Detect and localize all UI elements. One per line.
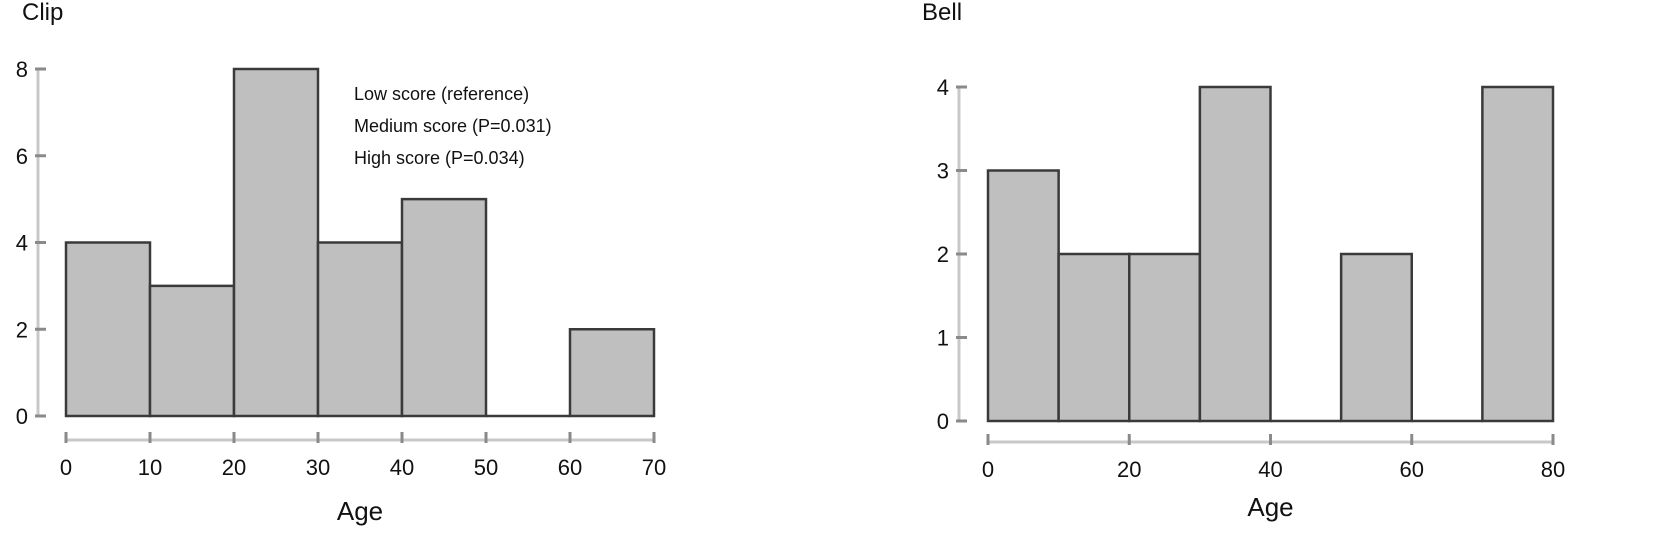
chart-title: Clip <box>22 0 63 26</box>
x-tick-label: 40 <box>390 455 414 480</box>
histogram-bar <box>568 328 656 418</box>
histogram-bar <box>232 67 320 418</box>
histogram-bar <box>986 169 1060 423</box>
y-tick-label: 4 <box>937 75 949 100</box>
x-tick-label: 0 <box>60 455 72 480</box>
clip-histogram-panel: Clip 0 2 4 6 8 0 10 20 30 40 50 60 70 Age Low score (re… <box>16 0 666 526</box>
histogram-bar <box>1339 252 1413 423</box>
histogram-bar <box>1198 85 1272 423</box>
x-tick-label: 40 <box>1258 457 1282 482</box>
histogram-bar <box>148 284 236 418</box>
x-tick-label: 70 <box>642 455 666 480</box>
x-tick-label: 50 <box>474 455 498 480</box>
y-tick-label: 0 <box>937 409 949 434</box>
x-axis-title: Age <box>1247 492 1293 522</box>
y-tick-label: 2 <box>937 242 949 267</box>
y-tick-label: 3 <box>937 159 949 184</box>
histogram-bar <box>316 241 404 418</box>
y-tick-label: 4 <box>16 231 28 256</box>
chart-title: Bell <box>922 0 962 26</box>
x-tick-label: 60 <box>558 455 582 480</box>
y-tick-label: 0 <box>16 404 28 429</box>
y-tick-label: 8 <box>16 57 28 82</box>
y-tick-label: 6 <box>16 144 28 169</box>
y-tick-label: 1 <box>937 326 949 351</box>
annotation-text: Medium score (P=0.031) <box>354 116 552 136</box>
histogram-bar <box>1481 85 1555 423</box>
y-tick-label: 2 <box>16 317 28 342</box>
x-tick-label: 20 <box>1117 457 1141 482</box>
x-axis-title: Age <box>337 496 383 526</box>
x-tick-label: 20 <box>222 455 246 480</box>
x-tick-label: 80 <box>1541 457 1565 482</box>
x-tick-label: 0 <box>982 457 994 482</box>
annotation-text: High score (P=0.034) <box>354 148 525 168</box>
histogram-bar <box>1128 252 1202 423</box>
histogram-bar <box>400 197 488 418</box>
histogram-bar <box>64 241 152 418</box>
annotation-text: Low score (reference) <box>354 84 529 104</box>
x-tick-label: 60 <box>1400 457 1424 482</box>
histogram-bar <box>1057 252 1131 423</box>
x-tick-label: 10 <box>138 455 162 480</box>
x-tick-label: 30 <box>306 455 330 480</box>
